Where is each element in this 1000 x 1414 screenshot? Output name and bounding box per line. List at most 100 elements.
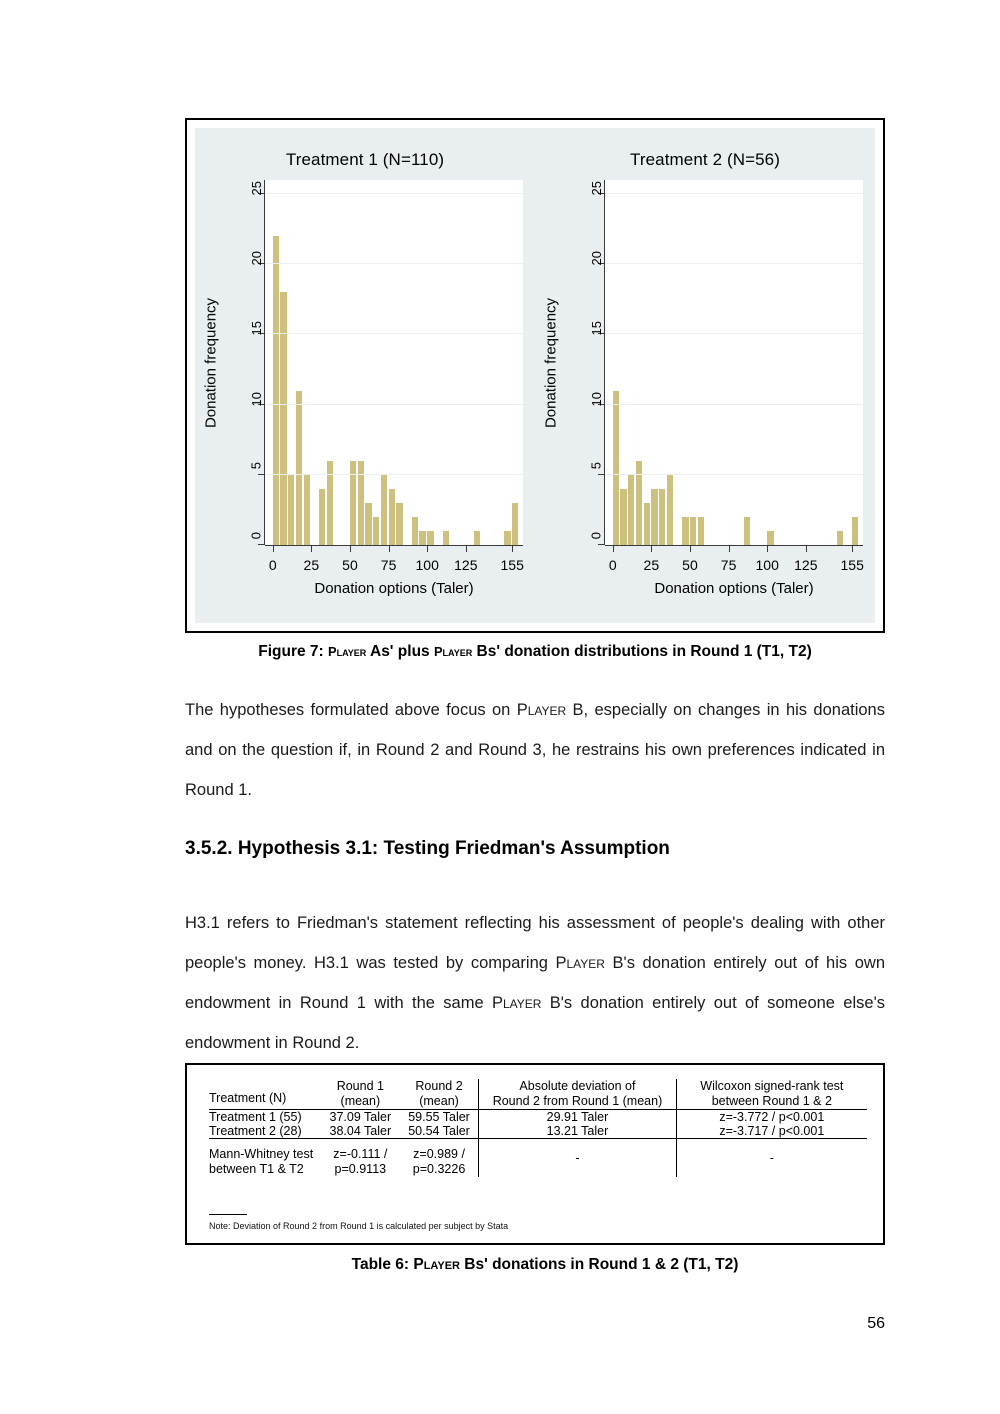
x-axis-tick [465,546,467,552]
histogram-bar [697,516,704,545]
x-axis-title-treatment-2: Donation options (Taler) [654,580,814,597]
x-axis-line-treatment-1 [265,545,523,546]
histogram-bar [295,390,303,545]
histogram-bar [620,488,627,545]
row-1-treatment: Treatment 1 (55) [209,1110,302,1124]
y-axis-tick-label: 25 [248,181,264,196]
figure-7-container: Treatment 1 (N=110) 0 5 10 15 20 25 0 25 50 75 10… [185,118,885,633]
gridline [265,473,523,475]
y-axis-title-treatment-1: Donation frequency [202,297,220,428]
histogram-bar [365,502,372,545]
header-round-2-sub: (mean) [419,1094,459,1108]
results-table: Treatment (N) Round 1 (mean) Round 2 (me… [209,1079,867,1177]
paragraph-h31: H3.1 refers to Friedman's statement refl… [185,903,885,1063]
figure-caption: Figure 7: Player As' plus Player Bs' don… [185,643,885,661]
header-treatment: Treatment (N) [209,1079,321,1110]
histogram-bar [744,516,751,545]
histogram-bar [666,474,674,545]
x-axis-tick-label: 155 [500,557,524,573]
gridline [605,333,863,335]
row-3-wilcoxon: - [675,1138,867,1177]
figure-caption-prefix: Figure 7: [258,643,328,660]
x-axis-tick-label: 100 [755,557,779,573]
histogram-bar [303,474,310,545]
chart-panel-treatment-2: Treatment 2 (N=56) 0 5 10 15 20 25 0 25 50 75 100… [535,128,875,623]
histogram-bar [682,516,689,545]
chart-title-treatment-2: Treatment 2 (N=56) [630,150,780,169]
x-axis-tick [805,546,807,552]
header-wilcoxon-line-1: Wilcoxon signed-rank test [700,1079,844,1093]
histogram-bar [319,488,326,545]
header-round-1: Round 1 (mean) [320,1079,400,1110]
histogram-bar [357,460,364,545]
y-axis-tick [598,263,604,265]
note-separator-rule [209,1213,247,1215]
histogram-bar [512,502,519,545]
x-axis-tick-label: 25 [303,557,320,573]
page-number: 56 [867,1315,885,1332]
bar-series-treatment-2 [605,180,863,545]
gridline [265,403,523,405]
row-2-treatment: Treatment 2 (28) [209,1124,321,1139]
x-axis-tick [272,546,274,552]
x-axis-tick-label: 155 [840,557,864,573]
header-round-2-main: Round 2 [415,1079,463,1093]
histogram-bar [411,516,419,545]
bar-series-treatment-1 [265,180,523,545]
x-axis-tick-label: 75 [720,557,737,573]
histogram-bar [396,502,403,545]
table-row: Treatment 2 (28) 38.04 Taler 50.54 Taler… [209,1124,867,1139]
row-2-wilcoxon: z=-3.717 / p<0.001 [675,1124,867,1139]
y-axis-line-treatment-1 [264,180,265,545]
figure-caption-mid-1: As' plus [366,643,434,660]
x-axis-tick [349,546,351,552]
histogram-bar [836,530,844,545]
paragraph-2-player-2: Player [491,994,542,1012]
row-3-round-1-line-1: z=-0.111 / [333,1147,388,1161]
x-axis-tick [311,546,313,552]
figure-caption-mid-2: Bs' donation distributions in Round 1 (T… [472,643,812,660]
section-heading-3-5-2: 3.5.2. Hypothesis 3.1: Testing Friedman'… [185,838,670,859]
histogram-bar [326,460,334,545]
y-axis-tick-label: 15 [588,321,604,336]
x-axis-tick [852,546,854,552]
histogram-bar [427,530,434,545]
table-caption: Table 6: Player Bs' donations in Round 1… [185,1256,905,1274]
histogram-bar [272,236,280,545]
header-abs-dev-line-2a: Round 2 from Round 1 [492,1094,623,1108]
histogram-bar [288,474,295,545]
y-axis-tick-label: 0 [588,532,604,540]
table-header-row: Treatment (N) Round 1 (mean) Round 2 (me… [209,1079,867,1110]
histogram-bar [612,390,620,545]
histogram-bar [388,488,395,545]
row-3-round-2-line-1: z=0.989 / [413,1147,465,1161]
y-axis-title-treatment-2: Donation frequency [542,297,560,428]
table-caption-rest: Bs' donations in Round 1 & 2 (T1, T2) [459,1256,739,1273]
y-axis-tick-label: 0 [248,532,264,540]
table-6-container: Treatment (N) Round 1 (mean) Round 2 (me… [185,1063,885,1245]
table-row-mann-whitney: Mann-Whitney test between T1 & T2 z=-0.1… [209,1138,867,1178]
x-axis-tick-label: 0 [608,557,617,573]
histogram-bar [373,516,380,545]
histogram-bar [442,530,449,545]
header-round-1-sub: (mean) [340,1094,381,1108]
row-2-abs-dev: 13.21 Taler [478,1124,677,1139]
x-axis-tick [512,546,514,552]
y-axis-tick-label: 10 [588,391,604,407]
paragraph-2-part-b: B's donation entirely out of his own end… [185,954,885,1012]
row-1-round-1: 37.09 Taler [329,1110,392,1124]
x-axis-tick [651,546,653,552]
table-row: Treatment 1 (55) 37.09 Taler 59.55 Taler… [209,1109,867,1124]
row-3-round-1-line-2: p=0.9113 [334,1162,387,1176]
gridline [265,263,523,265]
row-3-label-line-1: Mann-Whitney test [209,1147,314,1161]
x-axis-tick [612,546,614,552]
row-3-round-2: z=0.989 / p=0.3226 [400,1139,479,1178]
header-wilcoxon: Wilcoxon signed-rank test between Round … [675,1079,867,1110]
histogram-bar [689,516,697,545]
x-axis-tick-label: 100 [415,557,439,573]
chart-title-treatment-1: Treatment 1 (N=110) [285,150,445,169]
header-wilcoxon-line-2: between Round 1 & 2 [711,1094,832,1108]
x-axis-line-treatment-2 [605,545,863,546]
x-axis-tick-label: 125 [794,557,818,573]
